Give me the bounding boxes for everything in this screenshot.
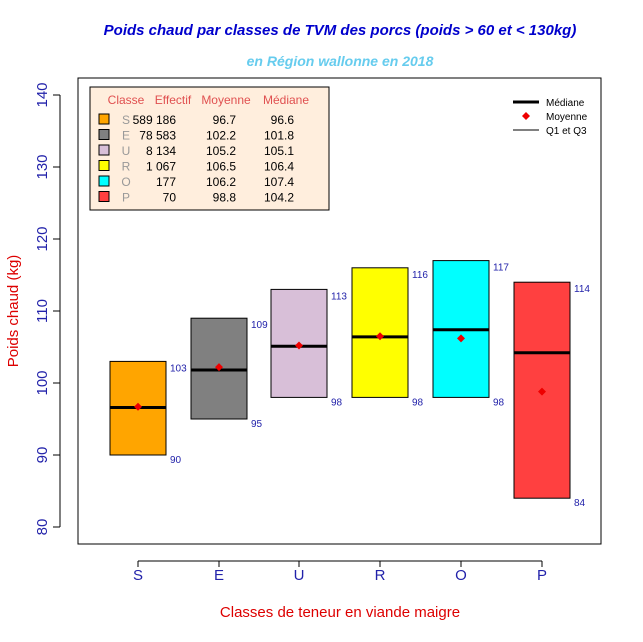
table-header: Effectif	[155, 93, 192, 107]
mean-marker	[134, 402, 142, 411]
q3-label: 109	[251, 320, 268, 331]
table-classe: S	[122, 113, 130, 127]
y-tick-label: 110	[34, 299, 51, 323]
y-tick-label: 140	[34, 82, 51, 107]
table-swatch	[98, 129, 110, 140]
table-mediane: 96.6	[271, 113, 295, 127]
q1-label: 98	[493, 397, 505, 408]
legend-label: Q1 et Q3	[546, 126, 587, 137]
table-classe: R	[122, 160, 131, 174]
table-header: Médiane	[263, 93, 309, 107]
box-p: 114 84	[513, 281, 590, 509]
x-tick-label: O	[455, 567, 467, 584]
table-mediane: 101.8	[264, 129, 294, 143]
table-effectif: 78 583	[139, 129, 176, 143]
table-classe: O	[121, 175, 130, 189]
table-swatch	[98, 175, 110, 187]
table-effectif: 8 134	[146, 144, 176, 158]
box-s: 103 90	[109, 360, 187, 466]
box-o: 117 98	[432, 260, 509, 408]
table-effectif: 70	[163, 191, 177, 205]
table-classe: E	[122, 129, 130, 143]
table-moyenne: 106.5	[206, 160, 236, 174]
q3-label: 103	[170, 363, 187, 374]
legend-label: Moyenne	[546, 112, 588, 123]
box-rect	[270, 288, 328, 398]
plot-frame	[77, 77, 602, 545]
legend-mean-symbol	[522, 112, 530, 120]
q1-label: 98	[331, 397, 343, 408]
mean-marker	[215, 363, 223, 372]
y-tick-label: 100	[34, 370, 51, 395]
table-moyenne: 105.2	[206, 144, 236, 158]
chart-title: Poids chaud par classes de TVM des porcs…	[104, 22, 577, 39]
chart-subtitle: en Région wallonne en 2018	[247, 53, 434, 69]
x-axis-label: Classes de teneur en viande maigre	[220, 604, 460, 621]
box-u: 113 98	[270, 288, 347, 408]
x-tick-label: U	[294, 567, 305, 584]
boxes: 103 90 109 95 113 98 116 98 117 98 114 84	[109, 260, 590, 509]
legend-label: Médiane	[546, 98, 585, 109]
x-tick-label: E	[214, 567, 224, 584]
y-axis-label: Poids chaud (kg)	[5, 255, 22, 368]
y-tick-label: 90	[34, 447, 51, 464]
x-tick-label: R	[375, 567, 386, 584]
mean-marker	[376, 332, 384, 341]
legend: Médiane Moyenne Q1 et Q3	[513, 98, 588, 137]
x-tick-label: P	[537, 567, 547, 584]
mean-marker	[457, 334, 465, 343]
table-swatch	[98, 113, 110, 125]
table-effectif: 1 067	[146, 160, 176, 174]
table-moyenne: 102.2	[206, 129, 236, 143]
table-classe: U	[122, 144, 131, 158]
mean-marker	[538, 387, 546, 396]
table-mediane: 104.2	[264, 191, 294, 205]
q3-label: 113	[331, 291, 347, 302]
q1-label: 84	[574, 498, 586, 509]
table-moyenne: 96.7	[213, 113, 237, 127]
box-e: 109 95	[190, 317, 268, 430]
x-tick-label: S	[133, 567, 143, 584]
table-swatch	[98, 160, 110, 171]
table-classe: P	[122, 191, 130, 205]
y-tick-label: 120	[34, 226, 51, 251]
q3-label: 117	[493, 263, 509, 274]
table-mediane: 107.4	[264, 175, 294, 189]
table-mediane: 106.4	[264, 160, 294, 174]
stats-table: Classe Effectif Moyenne Médiane S 589 186 96.7…	[89, 86, 330, 211]
q1-label: 90	[170, 455, 182, 466]
q3-label: 114	[574, 284, 590, 295]
table-moyenne: 106.2	[206, 175, 236, 189]
table-header: Moyenne	[201, 93, 251, 107]
y-tick-label: 130	[34, 154, 51, 179]
q3-label: 116	[412, 270, 428, 281]
q1-label: 95	[251, 419, 263, 430]
y-axis: 80 90 100 110 120 130 140	[34, 82, 61, 536]
table-header: Classe	[108, 93, 145, 107]
table-effectif: 589 186	[133, 113, 177, 127]
mean-marker	[295, 341, 303, 350]
q1-label: 98	[412, 397, 424, 408]
table-swatch	[98, 144, 110, 156]
table-mediane: 105.1	[264, 144, 294, 158]
y-tick-label: 80	[34, 519, 51, 536]
box-r: 116 98	[351, 267, 428, 408]
table-effectif: 177	[156, 175, 176, 189]
table-background	[89, 86, 330, 211]
table-swatch	[98, 191, 110, 202]
table-moyenne: 98.8	[213, 191, 237, 205]
